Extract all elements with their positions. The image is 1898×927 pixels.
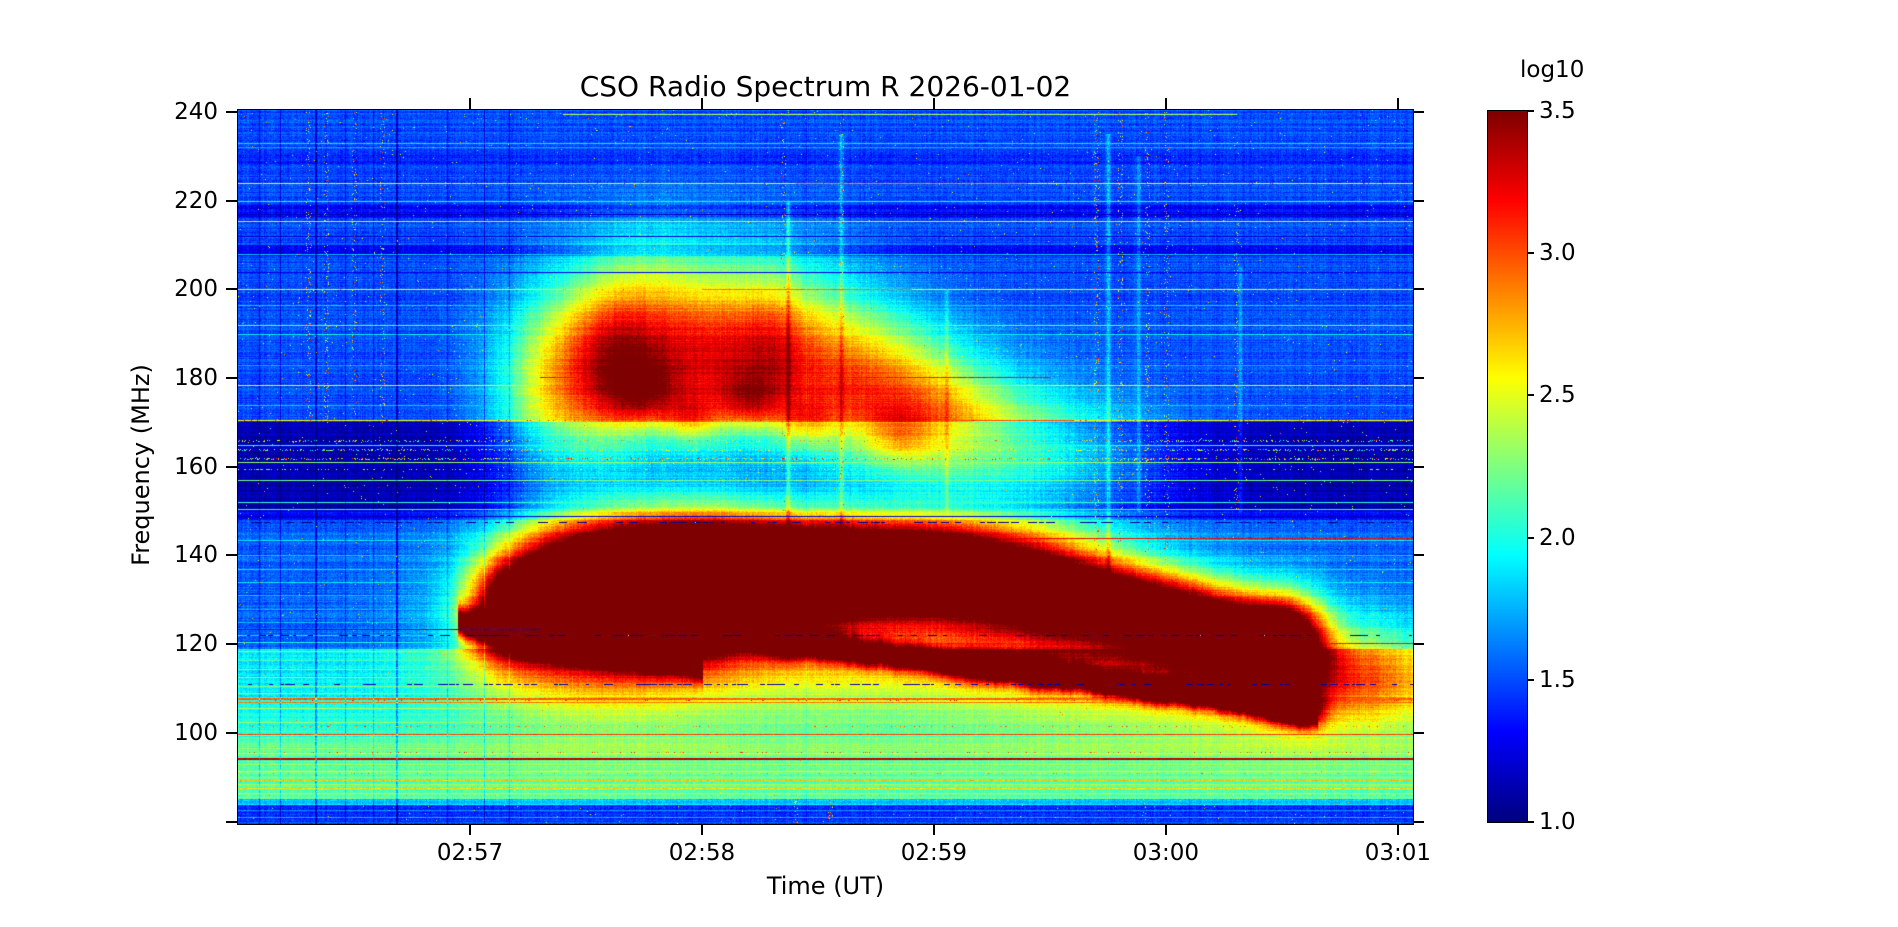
colorbar-label: log10: [1520, 57, 1585, 83]
y-tick-label: 200: [174, 276, 218, 303]
colorbar-tick-label: 3.0: [1539, 240, 1576, 267]
spectrogram-heatmap: [237, 109, 1414, 825]
y-tick: [226, 110, 237, 113]
colorbar-tick: [1527, 110, 1534, 112]
x-axis-label: Time (UT): [766, 872, 885, 900]
y-tick: [226, 199, 237, 202]
y-tick-right: [1413, 199, 1424, 202]
x-tick-top: [468, 98, 471, 109]
colorbar-tick-label: 2.5: [1539, 382, 1576, 409]
y-tick-right: [1413, 110, 1424, 113]
y-tick-label: 100: [174, 719, 218, 746]
x-tick: [932, 824, 935, 835]
y-tick: [226, 465, 237, 468]
x-tick-top: [932, 98, 935, 109]
colorbar-tick: [1527, 394, 1534, 397]
x-tick: [468, 824, 471, 835]
colorbar-tick-label: 1.0: [1539, 809, 1576, 835]
y-tick-label: 120: [174, 631, 218, 658]
colorbar: [1487, 110, 1528, 823]
y-tick-right: [1413, 820, 1424, 823]
colorbar-tick: [1527, 821, 1534, 823]
y-tick-label: 180: [174, 365, 218, 392]
x-tick-label: 02:59: [900, 840, 968, 866]
colorbar-tick-label: 1.5: [1539, 666, 1576, 693]
y-tick: [226, 731, 237, 734]
colorbar-tick-label: 3.5: [1539, 98, 1576, 124]
colorbar-tick: [1527, 536, 1534, 539]
y-tick: [226, 554, 237, 557]
y-tick: [226, 643, 237, 646]
x-tick: [1396, 824, 1399, 835]
y-tick-label: 160: [174, 453, 218, 480]
y-tick: [226, 377, 237, 380]
y-tick-right: [1413, 643, 1424, 646]
chart-title: CSO Radio Spectrum R 2026-01-02: [579, 70, 1072, 103]
y-tick-label: 240: [174, 98, 218, 125]
y-tick-right: [1413, 465, 1424, 468]
y-tick-right: [1413, 731, 1424, 734]
y-tick-right: [1413, 288, 1424, 291]
y-tick-right: [1413, 377, 1424, 380]
y-tick-label: 140: [174, 542, 218, 569]
x-tick-top: [1396, 98, 1399, 109]
y-tick-right: [1413, 554, 1424, 557]
x-tick: [1164, 824, 1167, 835]
y-tick: [226, 288, 237, 291]
x-tick-label: 02:58: [668, 840, 736, 866]
x-tick-top: [1164, 98, 1167, 109]
colorbar-tick: [1527, 252, 1534, 255]
colorbar-tick-label: 2.0: [1539, 524, 1576, 551]
x-tick-label: 02:57: [436, 840, 504, 866]
x-tick: [700, 824, 703, 835]
x-tick-top: [700, 98, 703, 109]
x-tick-label: 03:00: [1132, 840, 1200, 866]
colorbar-tick: [1527, 678, 1534, 681]
y-tick-label: 220: [174, 187, 218, 214]
x-tick-label: 03:01: [1364, 840, 1432, 866]
y-tick: [226, 820, 237, 823]
y-axis-label: Frequency (MHz): [127, 364, 155, 566]
